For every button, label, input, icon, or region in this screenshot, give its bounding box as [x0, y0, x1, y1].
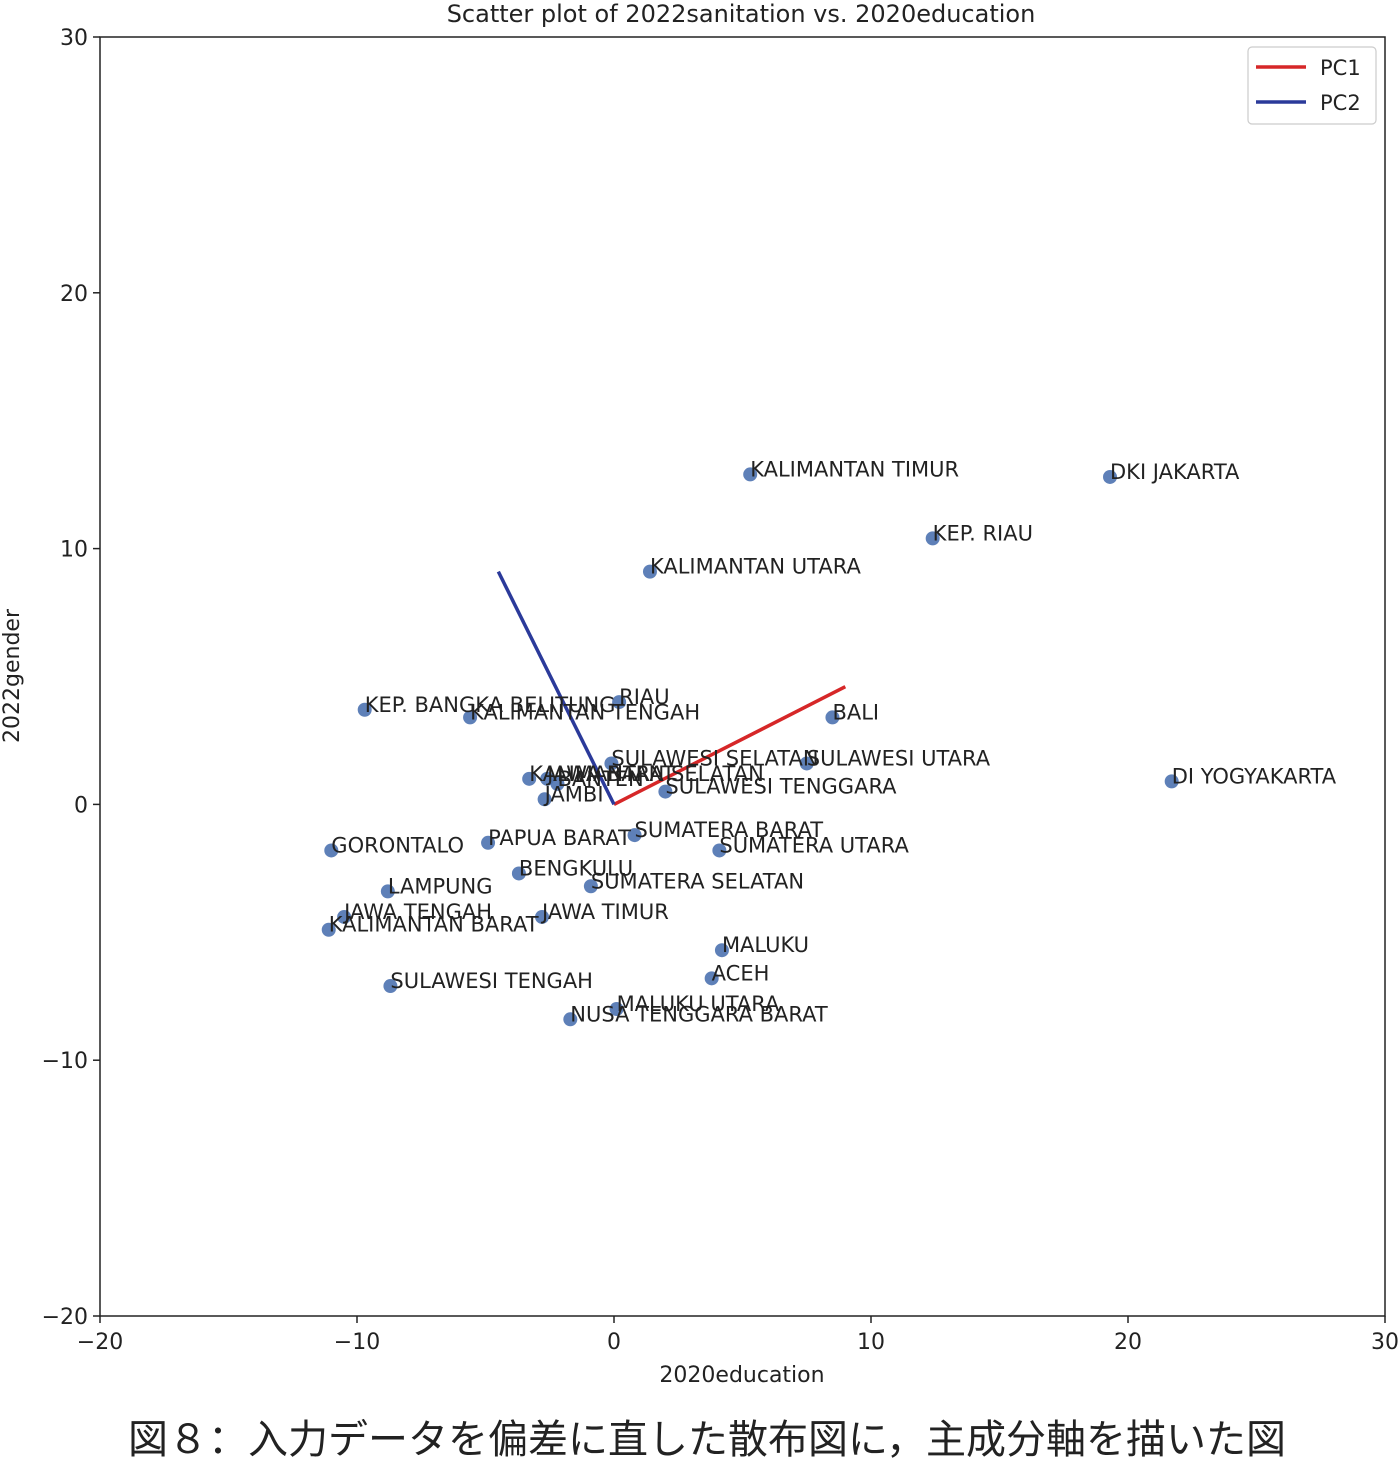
scatter-point [714, 943, 729, 958]
scatter-point [1164, 774, 1179, 789]
x-axis-ticks: −20 −10 0 10 20 30 [77, 1316, 1399, 1355]
point-labels: KALIMANTAN TIMUR DKI JAKARTA KEP. RIAU KALI… [329, 457, 1337, 1026]
point-label: JAMBI [543, 782, 604, 806]
point-label: SULAWESI UTARA [807, 746, 991, 770]
scatter-point [743, 467, 758, 482]
scatter-point [799, 756, 814, 771]
pc-line-pc1 [613, 685, 847, 806]
figure-caption: 図８：入力データを偏差に直した散布図に，主成分軸を描いた図 [128, 1417, 1286, 1463]
scatter-point [563, 1012, 578, 1027]
point-label: BALI [832, 700, 879, 724]
point-label: RIAU [619, 685, 670, 709]
point-label: JAWA TENGAH [342, 900, 492, 924]
scatter-point [511, 866, 526, 881]
y-axis-label: 2022gender [0, 608, 25, 743]
point-label: KALIMANTAN TIMUR [750, 457, 959, 481]
scatter-point [324, 843, 339, 858]
y-tick-label: 30 [60, 26, 88, 51]
legend-label-pc1: PC1 [1320, 56, 1361, 80]
scatter-point [642, 564, 657, 579]
x-tick-label: 20 [1114, 1330, 1142, 1355]
point-label: ACEH [712, 961, 770, 985]
point-label: KEP. RIAU [933, 521, 1033, 545]
pc-line-pc2 [496, 570, 616, 806]
scatter-point [321, 922, 336, 937]
point-label: SUMATERA SELATAN [591, 869, 804, 893]
point-label: MALUKU UTARA [617, 992, 780, 1016]
x-tick-label: 0 [607, 1330, 621, 1355]
scatter-point [535, 909, 550, 924]
y-tick-label: −10 [42, 1049, 88, 1074]
scatter-point [1103, 469, 1118, 484]
point-label: SULAWESI TENGGARA [665, 775, 897, 799]
y-tick-label: 0 [74, 793, 88, 818]
scatter-point [612, 695, 627, 710]
y-axis-ticks: −20 −10 0 10 20 30 [42, 26, 100, 1330]
scatter-point [383, 979, 398, 994]
scatter-point [481, 835, 496, 850]
point-label: KALIMANTAN TENGAH [470, 700, 700, 724]
legend-label-pc2: PC2 [1320, 91, 1361, 115]
principal-component-lines [496, 570, 847, 806]
scatter-point [825, 710, 840, 725]
scatter-point [658, 784, 673, 799]
y-tick-label: 20 [60, 282, 88, 307]
scatter-point [357, 702, 372, 717]
point-label: KALIMANTAN UTARA [650, 555, 861, 579]
point-label: KALIMANTAN SELATAN [529, 762, 764, 786]
y-tick-label: 10 [60, 538, 88, 563]
point-label: BANTEN [557, 767, 643, 791]
point-label: BENGKULU [519, 856, 633, 880]
scatter-point [583, 879, 598, 894]
scatter-point [550, 776, 565, 791]
scatter-point [704, 971, 719, 986]
x-tick-label: −20 [77, 1330, 123, 1355]
point-label: PAPUA BARAT [488, 826, 631, 850]
scatter-point [925, 531, 940, 546]
scatter-point [522, 771, 537, 786]
point-label: JAWA TIMUR [540, 900, 669, 924]
point-label: MALUKU [722, 933, 809, 957]
scatter-point [380, 884, 395, 899]
point-label: NUSA TENGGARA BARAT [570, 1002, 828, 1026]
plot-area [99, 36, 1386, 1317]
point-label: LAMPUNG [388, 874, 493, 898]
point-label: KALIMANTAN BARAT [329, 913, 539, 937]
scatter-point [337, 909, 352, 924]
point-label: SULAWESI SELATAN [611, 746, 818, 770]
scatter-point [537, 792, 552, 807]
point-label: SULAWESI TENGAH [390, 969, 593, 993]
point-label: SUMATERA BARAT [635, 818, 824, 842]
point-label: JAWA BARAT [545, 762, 675, 786]
point-label: SUMATERA UTARA [719, 833, 909, 857]
x-tick-label: 10 [857, 1330, 885, 1355]
point-label: GORONTALO [331, 833, 464, 857]
scatter-points [321, 467, 1179, 1027]
x-tick-label: 30 [1371, 1330, 1399, 1355]
chart-title: Scatter plot of 2022sanitation vs. 2020e… [447, 0, 1036, 28]
x-axis-label: 2020education [659, 1363, 824, 1388]
scatter-point [609, 1002, 624, 1017]
point-label: KEP. BANGKA BELITUNG [365, 693, 616, 717]
scatter-point [604, 756, 619, 771]
x-tick-label: −10 [334, 1330, 380, 1355]
point-label: DI YOGYAKARTA [1172, 764, 1337, 788]
y-tick-label: −20 [42, 1305, 88, 1330]
point-label: DKI JAKARTA [1110, 460, 1240, 484]
scatter-point [463, 710, 478, 725]
scatter-point [712, 843, 727, 858]
scatter-point [627, 828, 642, 843]
